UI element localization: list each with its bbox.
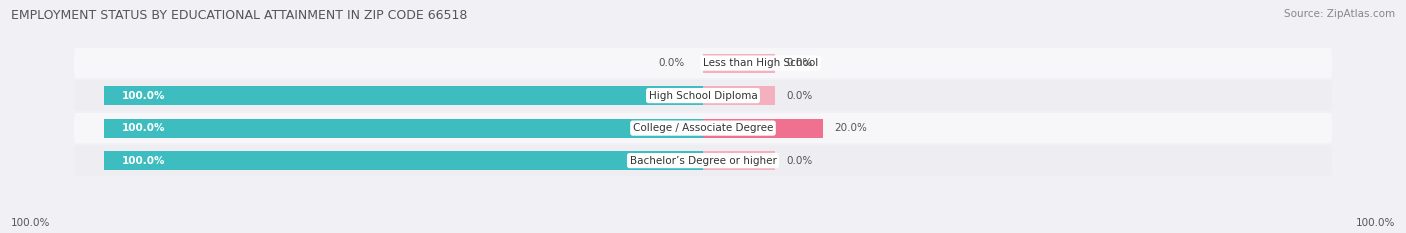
Text: EMPLOYMENT STATUS BY EDUCATIONAL ATTAINMENT IN ZIP CODE 66518: EMPLOYMENT STATUS BY EDUCATIONAL ATTAINM… — [11, 9, 468, 22]
Text: 100.0%: 100.0% — [11, 218, 51, 228]
Text: 100.0%: 100.0% — [122, 123, 166, 133]
FancyBboxPatch shape — [75, 80, 1331, 111]
Text: 100.0%: 100.0% — [122, 156, 166, 166]
Bar — [703, 86, 775, 105]
Text: Less than High School: Less than High School — [703, 58, 818, 68]
Bar — [104, 86, 703, 105]
Text: 100.0%: 100.0% — [122, 91, 166, 101]
Text: High School Diploma: High School Diploma — [648, 91, 758, 101]
FancyBboxPatch shape — [75, 113, 1331, 143]
Bar — [104, 151, 703, 170]
Text: 0.0%: 0.0% — [787, 58, 813, 68]
FancyBboxPatch shape — [75, 145, 1331, 176]
FancyBboxPatch shape — [75, 48, 1331, 78]
Bar — [104, 119, 703, 137]
Bar — [703, 54, 775, 72]
Text: College / Associate Degree: College / Associate Degree — [633, 123, 773, 133]
Text: 20.0%: 20.0% — [835, 123, 868, 133]
Legend: In Labor Force, Unemployed: In Labor Force, Unemployed — [596, 230, 810, 233]
Text: Source: ZipAtlas.com: Source: ZipAtlas.com — [1284, 9, 1395, 19]
Bar — [703, 151, 775, 170]
Text: Bachelor’s Degree or higher: Bachelor’s Degree or higher — [630, 156, 776, 166]
Text: 0.0%: 0.0% — [787, 156, 813, 166]
Text: 0.0%: 0.0% — [787, 91, 813, 101]
Bar — [703, 119, 823, 137]
Text: 0.0%: 0.0% — [659, 58, 685, 68]
Text: 100.0%: 100.0% — [1355, 218, 1395, 228]
